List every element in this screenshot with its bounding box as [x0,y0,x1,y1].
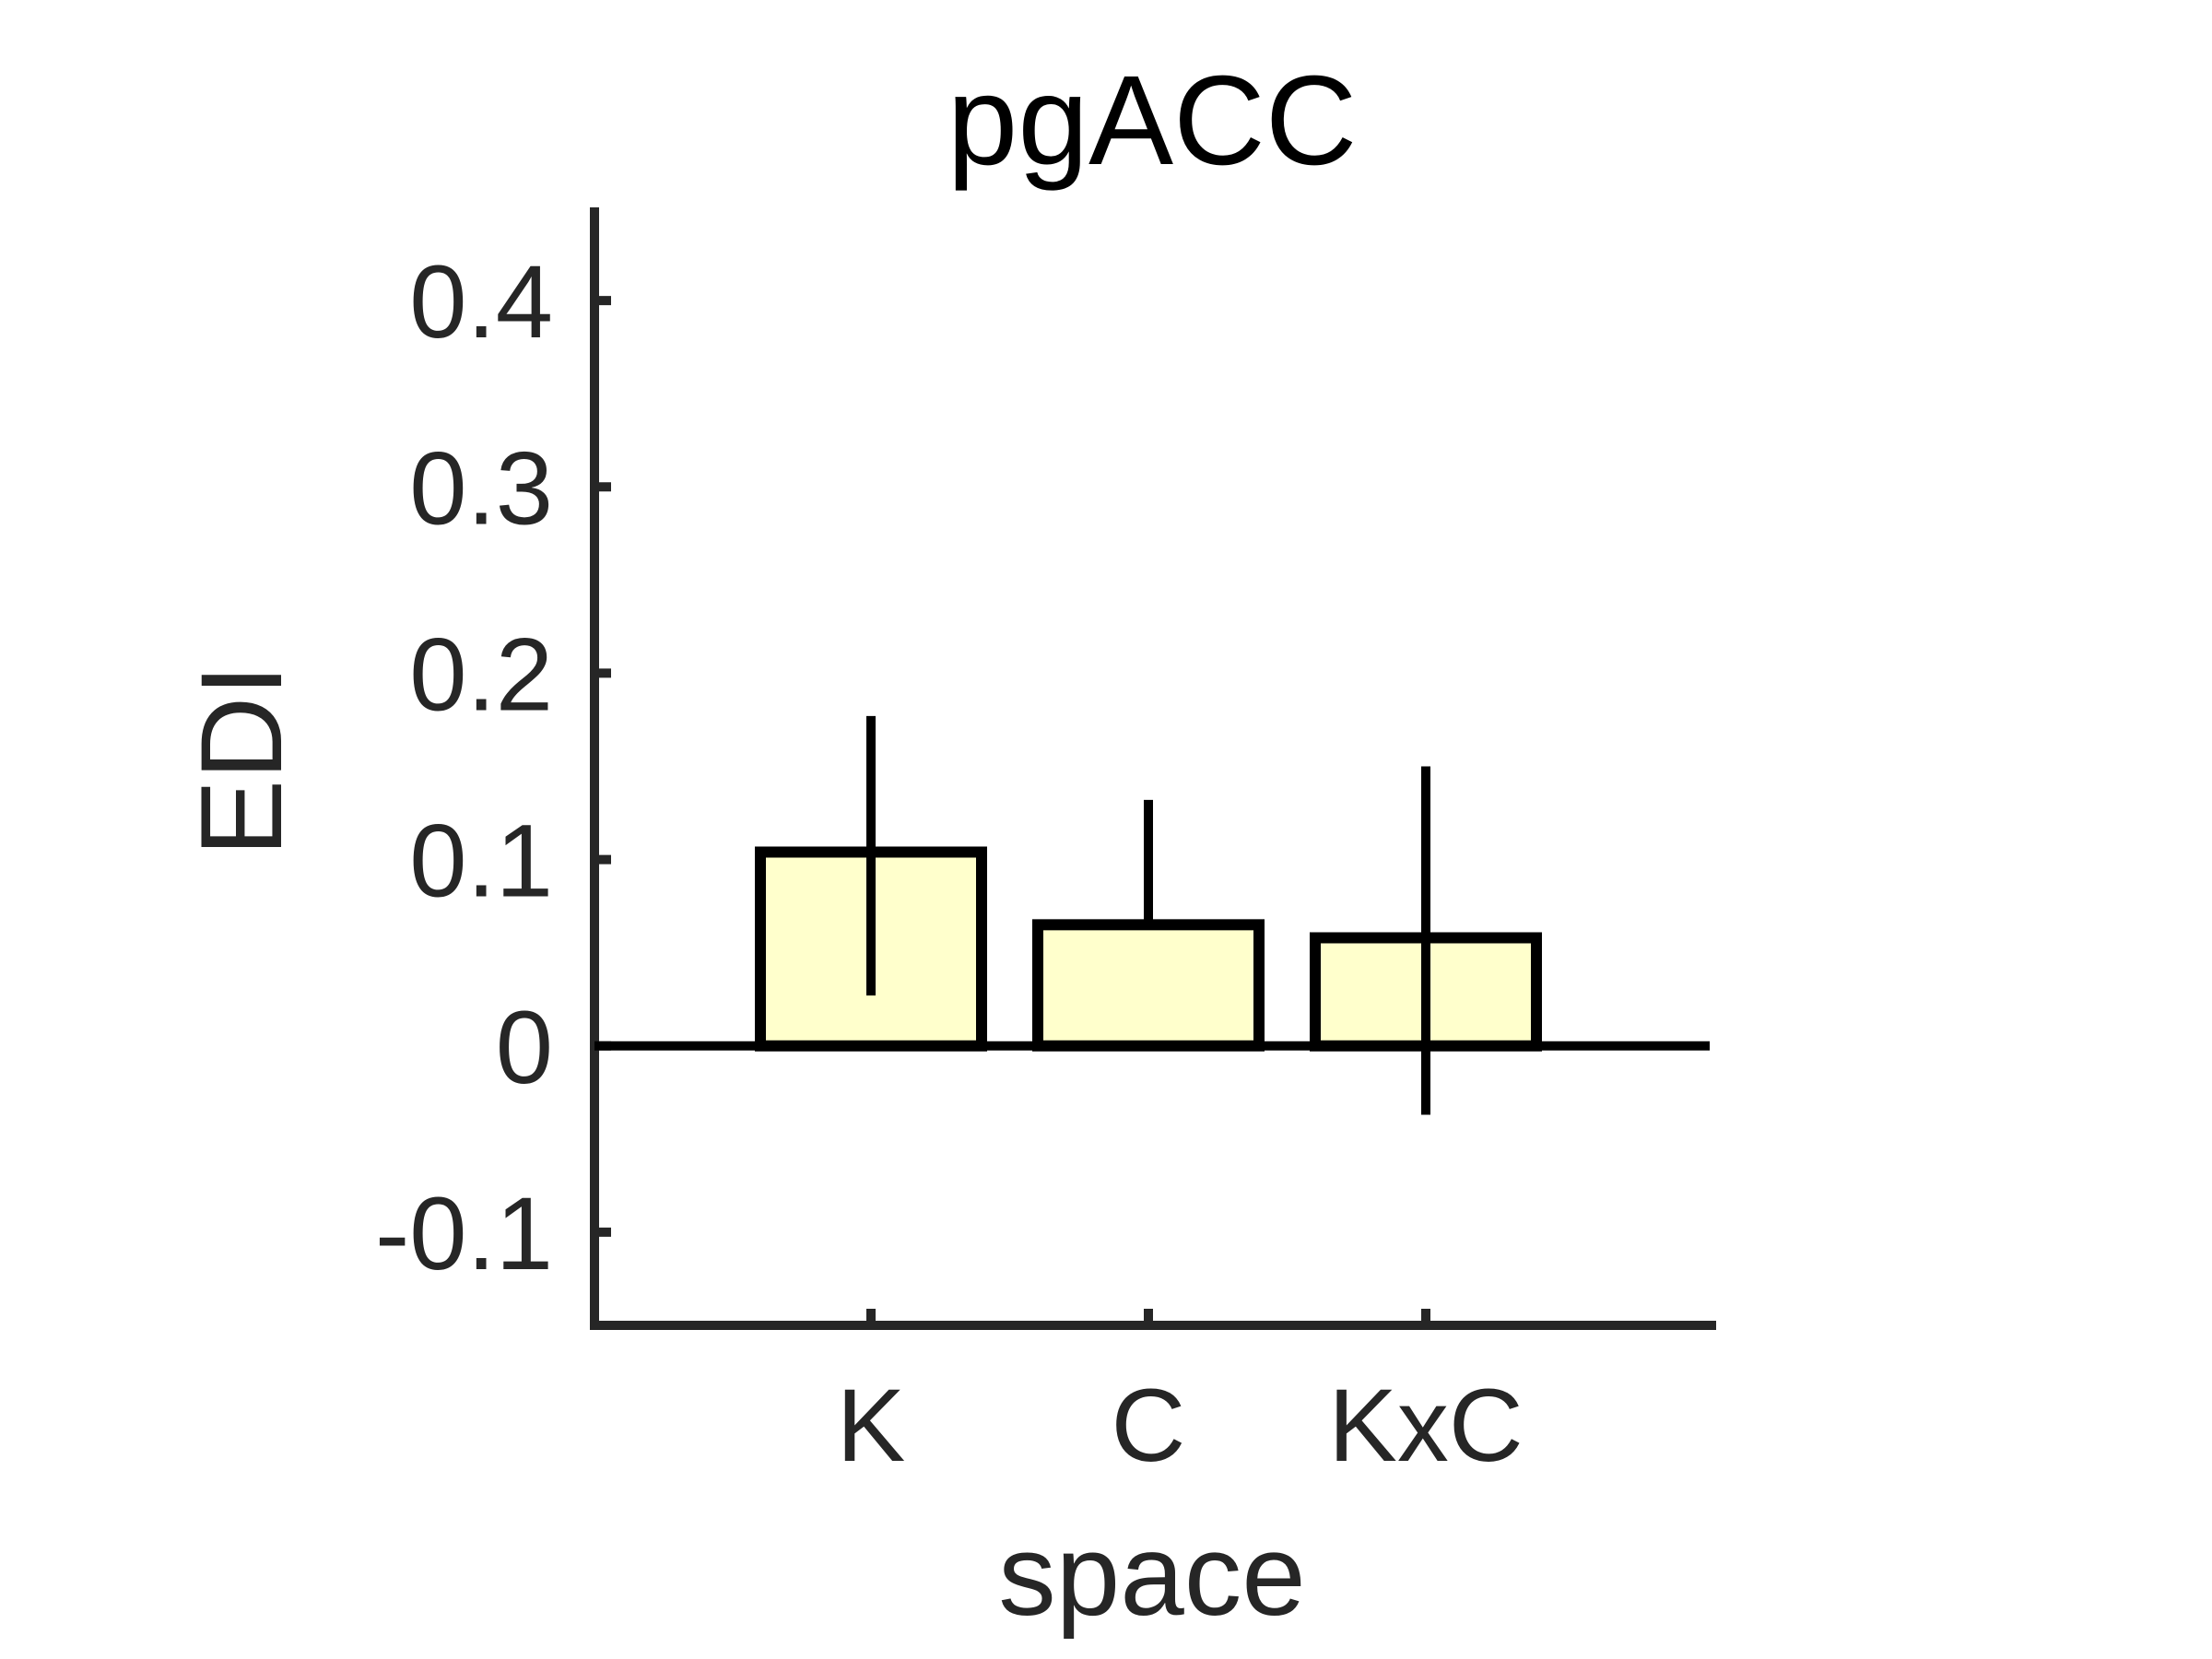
y-axis-label: EDI [178,665,306,856]
x-tick-label: K [837,1368,906,1483]
x-tick-label: KxC [1328,1368,1524,1483]
y-tick-label: 0.1 [409,804,553,919]
y-tick-label: 0 [496,990,553,1105]
x-tick-label: C [1112,1368,1186,1483]
y-tick-label: 0.4 [409,244,553,359]
plot-area: -0.1 0 0.1 0.2 0.3 0.4 K C KxC [375,207,1716,1483]
bar-c [1032,919,1265,1052]
chart-title: pgACC [947,50,1358,192]
y-tick-label: 0.2 [409,617,553,732]
y-tick-label: 0.3 [409,430,553,546]
y-tick-label: -0.1 [375,1176,553,1291]
x-axis-label: space [998,1512,1306,1640]
